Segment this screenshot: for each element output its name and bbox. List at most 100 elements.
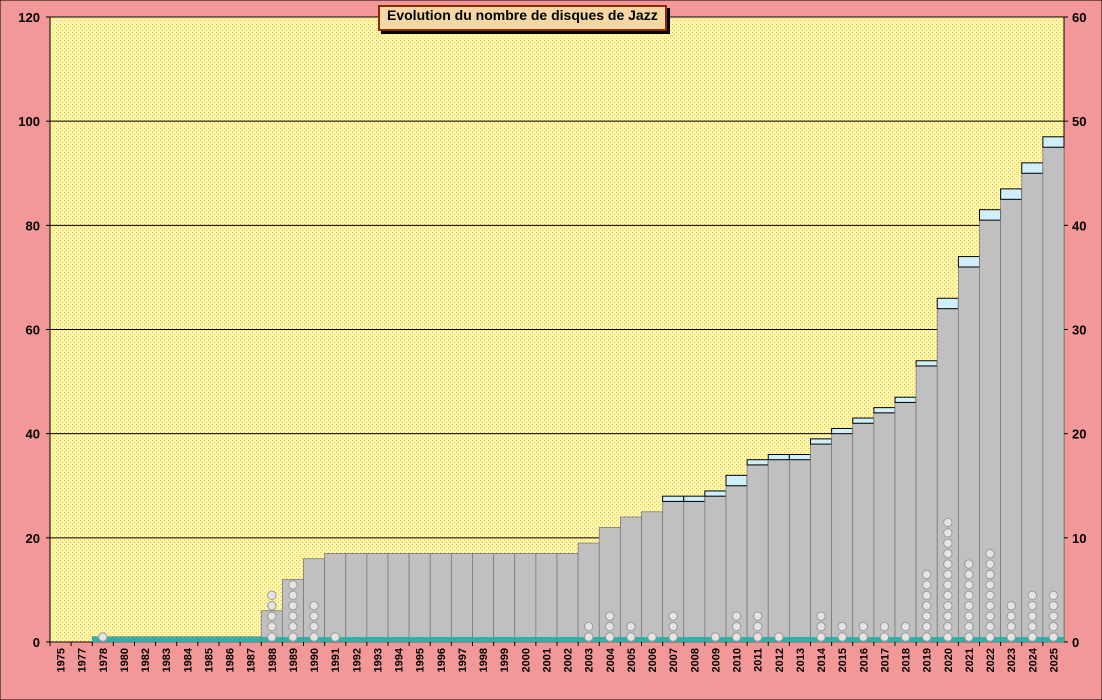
y-tick-label: 40 xyxy=(26,427,40,442)
marker xyxy=(309,632,319,642)
y-tick-label: 60 xyxy=(26,323,40,338)
x-tick-label: 2002 xyxy=(563,648,575,672)
bar-cap xyxy=(746,459,769,466)
marker xyxy=(752,611,763,621)
bar-cap xyxy=(683,495,706,502)
bar xyxy=(641,511,664,643)
x-tick-label: 2006 xyxy=(647,648,659,672)
x-tick-label: 2023 xyxy=(1006,648,1018,672)
x-tick-label: 2016 xyxy=(858,648,870,672)
bar xyxy=(662,500,685,643)
marker xyxy=(605,632,615,642)
bar-cap xyxy=(767,454,790,461)
marker xyxy=(985,611,995,621)
marker xyxy=(900,632,911,642)
x-tick-label: 2017 xyxy=(879,648,891,672)
marker xyxy=(985,590,995,601)
chart-title: Evolution du nombre de disques de Jazz xyxy=(378,5,667,31)
x-tick-label: 2024 xyxy=(1027,647,1039,672)
marker xyxy=(985,632,995,642)
bar-cap xyxy=(852,417,875,424)
marker xyxy=(858,621,869,632)
marker xyxy=(985,569,995,580)
x-tick-label: 2022 xyxy=(985,648,997,672)
bar xyxy=(1000,198,1023,643)
y-right-tick-label: 0 xyxy=(1072,635,1079,650)
marker xyxy=(964,590,974,601)
y-right-tick-label: 50 xyxy=(1072,114,1086,129)
x-tick-label: 2025 xyxy=(1048,648,1060,672)
bar-cap xyxy=(704,490,727,497)
x-tick-label: 2008 xyxy=(689,648,701,672)
bar-base xyxy=(535,637,557,642)
marker xyxy=(288,611,298,621)
bar-base xyxy=(557,637,579,642)
marker xyxy=(1006,611,1016,621)
marker xyxy=(816,632,826,642)
x-axis: 1975 1977 1978 1980 1982 1983 1984 1985 1986 1987… xyxy=(49,642,1060,672)
marker xyxy=(1048,611,1059,621)
y-right-tick-label: 20 xyxy=(1072,427,1086,442)
bar-cap xyxy=(1000,188,1023,200)
marker xyxy=(858,632,869,642)
bar xyxy=(852,422,875,643)
marker xyxy=(1048,632,1059,642)
x-tick-label: 1985 xyxy=(203,648,215,672)
x-tick-label: 1984 xyxy=(182,647,194,672)
marker xyxy=(309,601,319,611)
marker xyxy=(943,580,953,590)
x-tick-label: 1996 xyxy=(436,648,448,672)
marker xyxy=(1048,621,1059,632)
marker xyxy=(288,590,298,601)
marker xyxy=(921,601,932,611)
marker xyxy=(1027,632,1038,642)
marker xyxy=(668,611,678,621)
x-tick-label: 2015 xyxy=(837,648,849,672)
marker xyxy=(943,517,953,528)
bar xyxy=(514,553,537,643)
marker xyxy=(267,601,277,611)
x-tick-label: 1995 xyxy=(415,648,427,672)
x-tick-label: 1999 xyxy=(499,648,511,672)
bar-cap xyxy=(979,209,1002,221)
bar-base xyxy=(219,637,241,642)
marker xyxy=(964,569,974,580)
marker xyxy=(626,632,636,642)
marker xyxy=(964,611,974,621)
marker xyxy=(943,559,953,569)
marker xyxy=(964,632,974,642)
marker xyxy=(837,632,847,642)
bar-base xyxy=(240,637,262,642)
bar-cap xyxy=(810,438,833,445)
marker xyxy=(1027,601,1038,611)
marker xyxy=(985,559,995,569)
bar-base xyxy=(472,637,494,642)
y-right-tick-label: 30 xyxy=(1072,323,1086,338)
marker xyxy=(943,632,953,642)
marker xyxy=(752,621,763,632)
bar xyxy=(915,365,938,643)
x-tick-label: 1990 xyxy=(309,648,321,672)
bar-base xyxy=(113,637,135,642)
bar xyxy=(873,412,896,643)
bar xyxy=(535,553,558,643)
marker xyxy=(964,601,974,611)
marker xyxy=(921,632,932,642)
marker xyxy=(605,621,615,632)
marker xyxy=(985,601,995,611)
marker xyxy=(731,632,742,642)
marker xyxy=(605,611,615,621)
bar-base xyxy=(789,637,811,642)
bar-cap xyxy=(725,474,748,487)
bar-cap xyxy=(788,454,811,461)
bar xyxy=(450,553,473,643)
x-tick-label: 1988 xyxy=(267,648,279,672)
bar-cap xyxy=(915,360,938,367)
x-tick-label: 1997 xyxy=(457,648,469,672)
marker xyxy=(288,580,298,590)
marker xyxy=(710,632,721,642)
bar xyxy=(472,553,495,643)
x-tick-label: 2010 xyxy=(732,648,744,672)
marker xyxy=(943,538,953,548)
y-tick-label: 120 xyxy=(18,10,40,25)
